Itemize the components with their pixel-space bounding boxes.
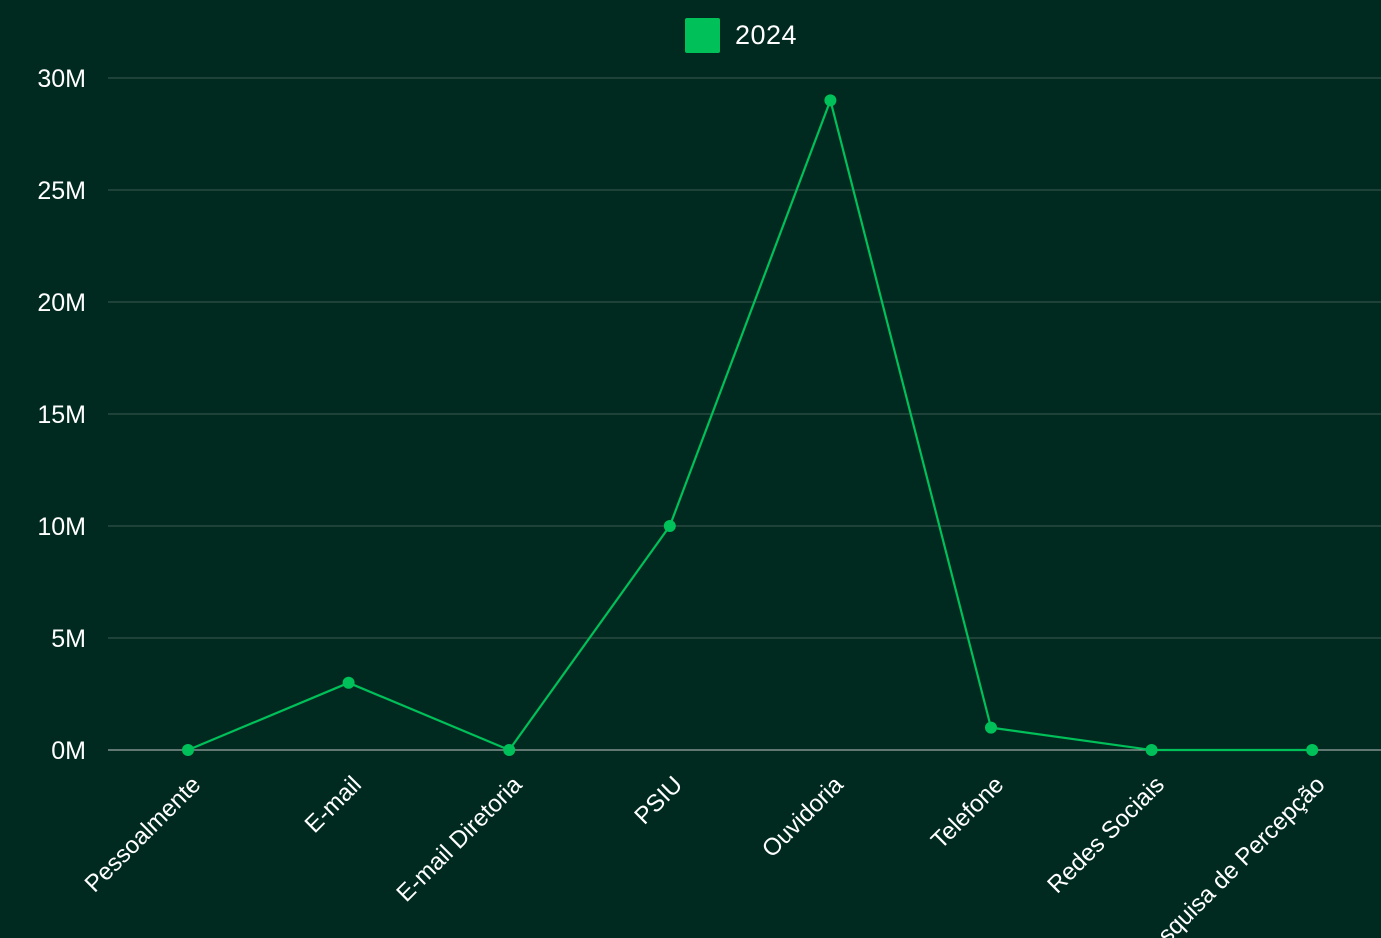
data-point[interactable] bbox=[824, 94, 837, 107]
series-2024 bbox=[182, 94, 1319, 756]
y-tick-label: 10M bbox=[37, 513, 86, 541]
data-point[interactable] bbox=[985, 721, 997, 734]
y-axis-ticks: 0M 5M 10M 15M 20M 25M 30M bbox=[37, 65, 86, 765]
data-point[interactable] bbox=[503, 744, 516, 756]
y-tick-label: 30M bbox=[37, 65, 86, 93]
data-point[interactable] bbox=[1306, 744, 1319, 756]
x-axis-ticks: Pessoalmente E-mail E-mail Diretoria PSIU Ou… bbox=[80, 771, 1331, 938]
legend-label-2024: 2024 bbox=[735, 19, 798, 50]
y-tick-label: 5M bbox=[51, 625, 86, 653]
y-tick-label: 25M bbox=[37, 177, 86, 205]
data-point[interactable] bbox=[663, 520, 676, 532]
y-tick-label: 15M bbox=[37, 401, 86, 429]
x-tick-label: E-mail bbox=[300, 771, 367, 838]
y-tick-label: 0M bbox=[51, 737, 86, 765]
gridlines bbox=[108, 77, 1381, 751]
x-tick-label: Telefone bbox=[926, 771, 1009, 854]
data-point[interactable] bbox=[182, 744, 194, 756]
data-point[interactable] bbox=[342, 676, 355, 689]
x-tick-label: E-mail Diretoria bbox=[391, 771, 527, 907]
y-tick-label: 20M bbox=[37, 289, 86, 317]
x-tick-label: Redes Sociais bbox=[1042, 771, 1170, 899]
series-line bbox=[187, 99, 1313, 752]
legend[interactable]: 2024 bbox=[685, 17, 797, 53]
legend-swatch-2024 bbox=[685, 17, 720, 53]
x-tick-label: Pessoalmente bbox=[80, 771, 207, 898]
x-tick-label: PSIU bbox=[629, 771, 688, 830]
data-point[interactable] bbox=[1145, 744, 1158, 756]
x-tick-label: Ouvidoria bbox=[757, 771, 849, 863]
